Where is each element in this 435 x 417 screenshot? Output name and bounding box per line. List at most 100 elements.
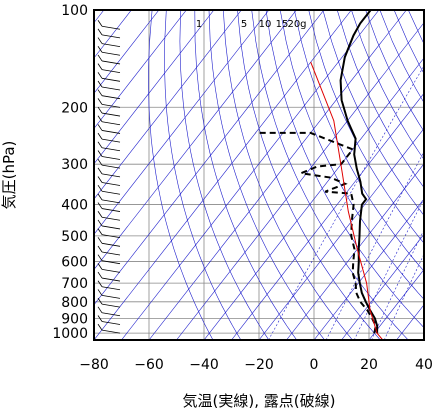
wind-barb <box>102 61 120 64</box>
mixing-ratio-line <box>326 67 435 340</box>
wind-barb-flag <box>98 203 102 209</box>
wind-barb-flag <box>98 107 102 113</box>
wind-barb-flag <box>98 72 102 78</box>
wind-barb <box>102 122 120 125</box>
y-tick-label: 1000 <box>52 326 88 342</box>
wind-barb-flag <box>98 263 102 269</box>
wind-barb <box>102 321 120 324</box>
wind-barb-flag <box>98 90 102 96</box>
wind-barb-flag <box>98 98 102 104</box>
dry-adiabat <box>252 10 409 340</box>
wind-barb-flag <box>98 237 102 243</box>
dry-adiabat <box>266 10 435 340</box>
skewed-isotherm <box>424 10 435 340</box>
wind-barb <box>102 304 120 307</box>
wind-barb <box>102 52 120 55</box>
wind-barb <box>102 96 120 99</box>
dewpoint-profile <box>256 133 376 333</box>
y-tick-label: 500 <box>61 229 88 245</box>
wind-barb-flag <box>98 194 102 200</box>
dry-adiabat <box>323 10 435 340</box>
dry-adiabat <box>394 10 435 340</box>
wind-barb-flag <box>98 272 102 278</box>
wind-barb <box>102 313 120 316</box>
wind-barb <box>102 209 120 212</box>
wind-barb-flag <box>98 255 102 261</box>
x-tick-label: −80 <box>79 357 109 373</box>
wind-barb-flag <box>98 246 102 252</box>
mixing-ratio-label: 5 <box>241 19 247 30</box>
dry-adiabat <box>337 10 435 340</box>
dry-adiabat <box>195 10 297 340</box>
wind-barb-flag <box>98 307 102 313</box>
y-tick-label: 800 <box>61 295 88 311</box>
wind-barb-flag <box>98 124 102 130</box>
skewed-isotherm <box>94 10 351 340</box>
x-tick-label: −60 <box>134 357 164 373</box>
wind-barb <box>102 35 120 38</box>
skewed-isotherm <box>12 10 269 340</box>
wind-barb <box>102 252 120 255</box>
mixing-ratio-label: 20g <box>287 19 306 30</box>
skewed-isotherm <box>232 10 435 340</box>
wind-barb-flag <box>98 29 102 35</box>
temperature-profile <box>341 10 378 333</box>
wind-barb <box>102 287 120 290</box>
wind-barb-flag <box>98 177 102 183</box>
wind-barb-flag <box>98 289 102 295</box>
wind-barb-flag <box>98 281 102 287</box>
wind-barb-flag <box>98 133 102 139</box>
wind-barb-flag <box>98 38 102 44</box>
y-tick-label: 700 <box>61 276 88 292</box>
wind-barb-flag <box>98 298 102 304</box>
wind-barb-flag <box>98 168 102 174</box>
wind-barb-flag <box>98 220 102 226</box>
wind-barb <box>102 130 120 133</box>
x-tick-label: 0 <box>310 357 319 373</box>
wind-barb-flag <box>98 64 102 70</box>
wind-barb <box>102 165 120 168</box>
wind-barb-flag <box>98 46 102 52</box>
y-axis-title: 気圧(hPa) <box>0 141 18 210</box>
x-axis-title: 気温(実線), 露点(破線) <box>183 392 336 410</box>
wind-barb-flag <box>98 142 102 148</box>
skewed-isotherm <box>0 10 241 340</box>
wind-barb <box>102 44 120 47</box>
mixing-ratio-label: 10 <box>259 19 272 30</box>
wind-barb-flag <box>98 211 102 217</box>
wind-barb <box>102 70 120 73</box>
dry-adiabat <box>408 10 435 340</box>
wind-barb-flag <box>98 324 102 330</box>
wind-barb <box>102 87 120 90</box>
wind-barb <box>102 269 120 272</box>
wind-barb-flag <box>98 20 102 26</box>
skewed-isotherm <box>67 10 324 340</box>
wind-barb <box>102 226 120 229</box>
y-tick-label: 100 <box>61 3 88 19</box>
wind-barb <box>102 278 120 281</box>
wind-barb <box>102 200 120 203</box>
y-tick-label: 200 <box>61 100 88 116</box>
y-tick-label: 600 <box>61 254 88 270</box>
wind-barb-flag <box>98 229 102 235</box>
x-tick-label: 20 <box>360 357 378 373</box>
wind-barb-flag <box>98 185 102 191</box>
x-tick-label: 40 <box>415 357 433 373</box>
wind-barb-flag <box>98 55 102 61</box>
wind-barb <box>102 295 120 298</box>
dry-adiabat <box>149 10 214 340</box>
wind-barb <box>102 191 120 194</box>
wind-barb <box>102 243 120 246</box>
skewed-isotherm <box>369 10 435 340</box>
mixing-ratio-label: 15 <box>276 19 289 30</box>
mixing-ratio-label: 1 <box>196 19 202 30</box>
wind-barb <box>102 156 120 159</box>
x-tick-label: −40 <box>189 357 219 373</box>
wind-barb <box>102 174 120 177</box>
y-tick-label: 300 <box>61 157 88 173</box>
wind-barb <box>102 330 120 333</box>
